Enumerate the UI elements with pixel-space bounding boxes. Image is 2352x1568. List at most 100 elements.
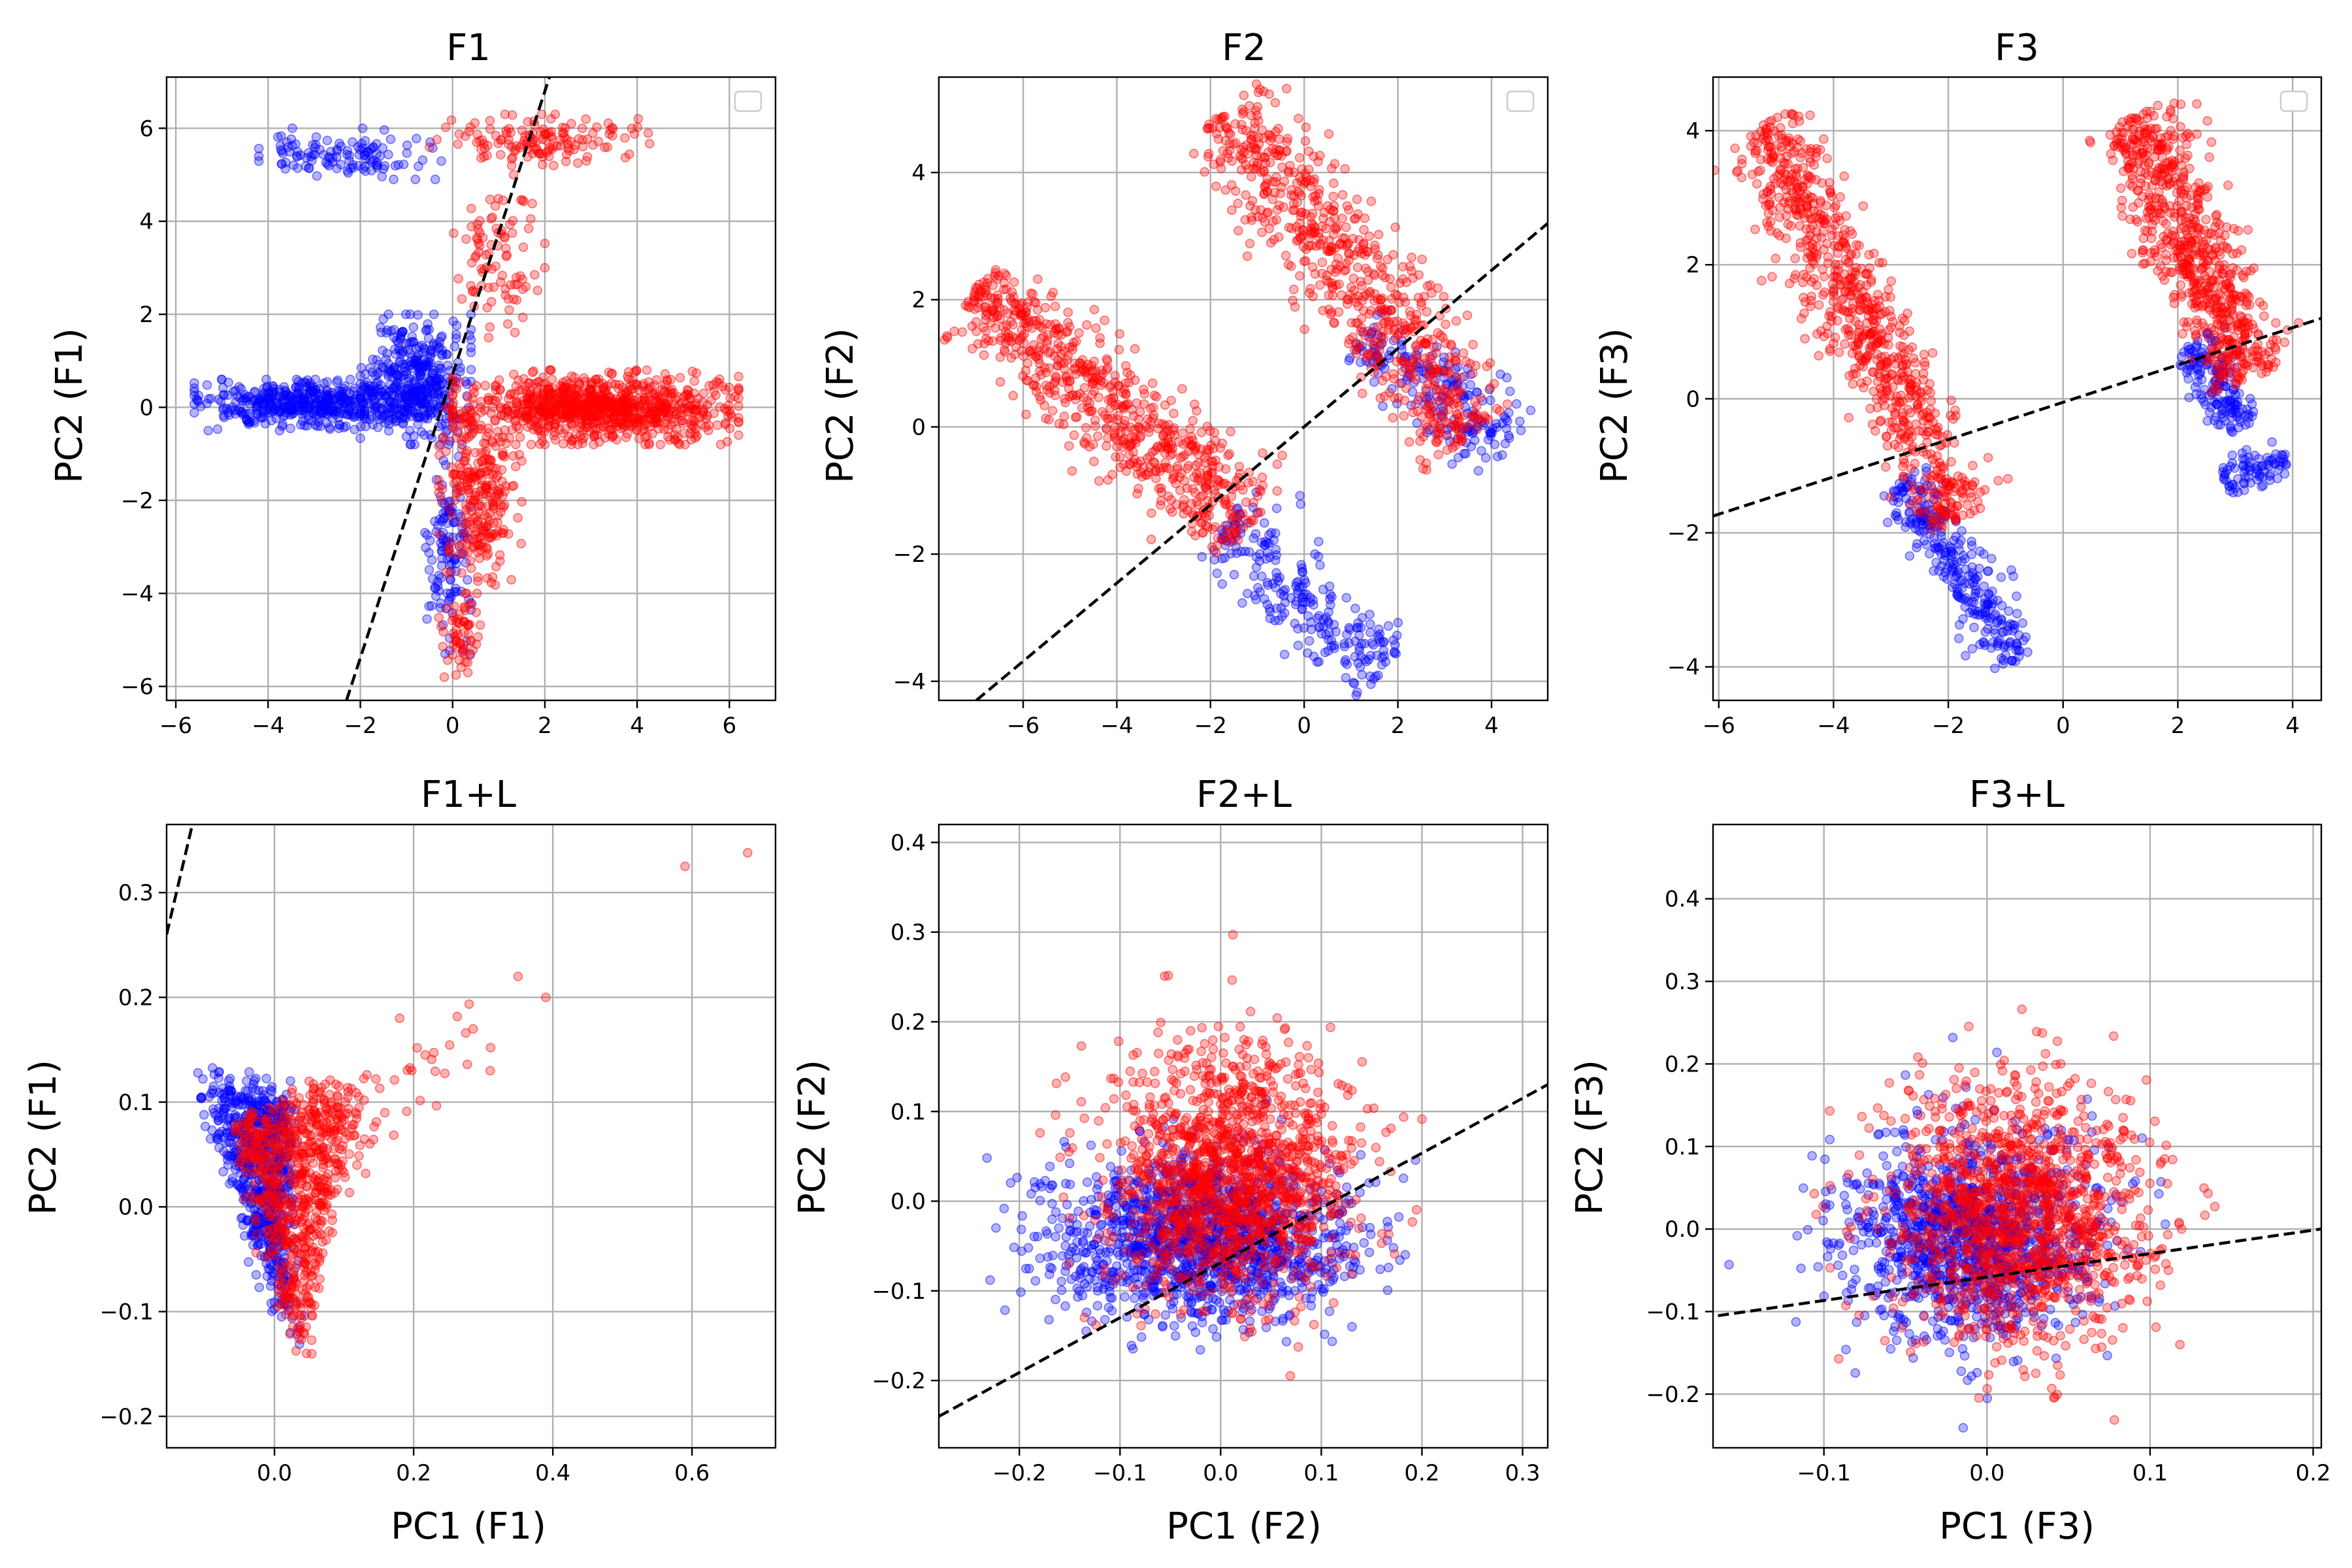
data-point [1968, 597, 1979, 607]
data-point [1901, 522, 1910, 532]
data-point [1185, 424, 1195, 434]
data-point [433, 389, 443, 399]
data-point [1301, 122, 1311, 133]
data-point [979, 350, 989, 360]
data-point [1363, 275, 1373, 286]
data-point [485, 116, 495, 125]
data-point [2184, 393, 2194, 402]
data-point [451, 616, 462, 627]
data-point [1089, 457, 1099, 466]
data-point [1365, 619, 1375, 629]
data-point [442, 655, 453, 665]
data-point [1095, 338, 1105, 348]
data-point [449, 587, 460, 597]
data-point [1202, 485, 1212, 495]
data-point [2003, 641, 2013, 651]
data-point [1222, 527, 1232, 537]
data-point [503, 294, 514, 304]
data-point [1103, 433, 1113, 443]
data-point [500, 481, 511, 491]
data-point [413, 310, 423, 320]
data-point [996, 335, 1005, 346]
data-point [400, 414, 410, 423]
data-point [374, 359, 384, 370]
data-point [398, 419, 408, 429]
data-point [485, 322, 495, 332]
data-point [1126, 370, 1135, 380]
data-point [531, 421, 541, 431]
data-point [1237, 598, 1247, 608]
data-point [368, 354, 378, 365]
data-point [1259, 518, 1269, 528]
data-point [1388, 250, 1398, 260]
data-point [2195, 366, 2206, 376]
data-point [1249, 497, 1258, 508]
data-point [1200, 167, 1209, 177]
data-point [512, 295, 522, 305]
data-point [342, 146, 353, 156]
data-point [1305, 284, 1315, 294]
data-point [1041, 414, 1051, 423]
data-point [1398, 318, 1408, 328]
data-point [253, 156, 264, 166]
data-point [1251, 106, 1261, 116]
data-point [589, 440, 599, 449]
data-point [2023, 647, 2033, 657]
data-point [510, 327, 520, 338]
data-point [479, 139, 489, 149]
data-point [1226, 180, 1237, 190]
data-point [1349, 286, 1359, 296]
data-point [1045, 387, 1055, 398]
data-point [291, 382, 301, 393]
data-point [305, 385, 316, 396]
data-point [1904, 551, 1915, 561]
data-point [579, 373, 589, 383]
data-point [1428, 361, 1438, 371]
data-point [1429, 342, 1439, 352]
data-point [1401, 277, 1411, 287]
data-point [1328, 191, 1339, 202]
data-point [1271, 127, 1281, 137]
data-point [1296, 232, 1305, 242]
data-point [972, 326, 981, 336]
data-point [355, 379, 365, 389]
data-point [301, 153, 312, 163]
data-point [2228, 427, 2238, 437]
data-point [453, 487, 463, 497]
data-point [570, 372, 580, 383]
data-point [581, 156, 591, 166]
data-point [471, 639, 482, 649]
data-point [1237, 109, 1248, 119]
data-point [1147, 378, 1158, 389]
data-point [1967, 540, 1977, 551]
data-point [1295, 491, 1305, 501]
data-point [971, 317, 981, 327]
data-point [402, 402, 413, 412]
data-point [1203, 496, 1213, 506]
data-point [350, 425, 360, 434]
data-point [578, 135, 588, 145]
data-point [495, 150, 506, 160]
data-point [1120, 389, 1131, 400]
data-point [635, 416, 645, 426]
data-point [1892, 512, 1902, 521]
data-point [525, 214, 536, 224]
data-point [399, 159, 409, 169]
data-point [1388, 317, 1399, 327]
data-point [488, 402, 498, 412]
data-point [453, 139, 463, 149]
data-point [1450, 372, 1461, 382]
data-point [1276, 603, 1286, 613]
data-point [1002, 284, 1011, 295]
data-point [1296, 499, 1306, 510]
data-point [1298, 242, 1309, 252]
data-point [1958, 550, 1968, 561]
data-point [606, 368, 617, 379]
data-point [526, 440, 536, 449]
data-point [1026, 288, 1036, 299]
data-point [1090, 415, 1100, 425]
data-point [1068, 342, 1077, 351]
data-point [1495, 406, 1505, 416]
data-point [240, 393, 251, 404]
